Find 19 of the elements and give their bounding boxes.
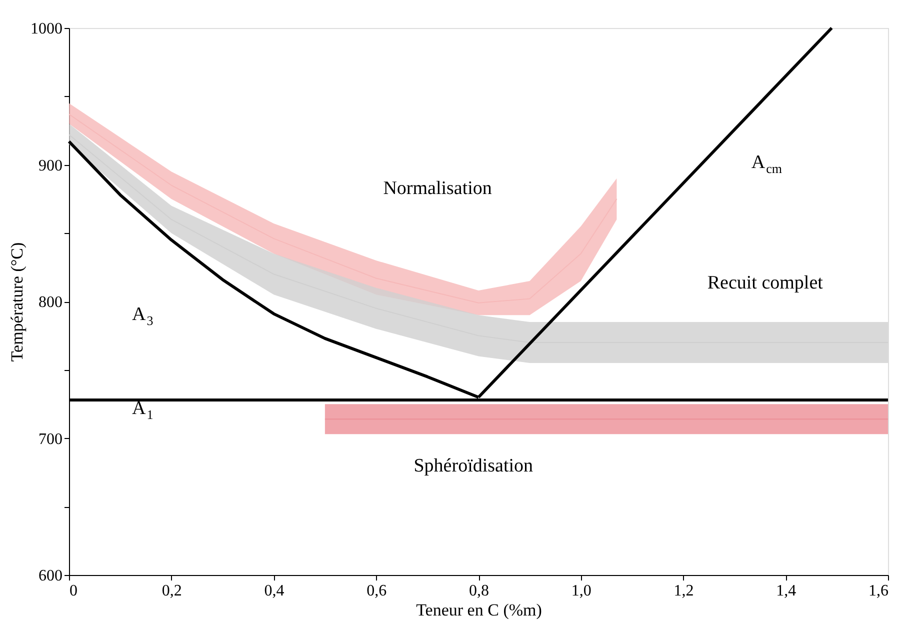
x-tick-label: 1,0 xyxy=(571,582,592,600)
y-tick-label: 800 xyxy=(38,294,62,311)
x-tick-label: 0,6 xyxy=(366,582,387,600)
x-tick-label: 1,6 xyxy=(868,582,888,600)
y-tick-label: 1000 xyxy=(30,20,62,38)
x-tick-label: 1,4 xyxy=(776,582,796,600)
x-tick-label: 0,4 xyxy=(264,582,284,600)
annotation: Sphéroïdisation xyxy=(414,456,534,477)
x-axis-title: Teneur en C (%m) xyxy=(416,600,542,620)
y-tick-label: 700 xyxy=(38,430,62,448)
x-tick-label: 1,2 xyxy=(674,582,694,600)
x-tick-label: 0,2 xyxy=(162,582,182,600)
annotation: Normalisation xyxy=(383,178,492,199)
y-axis-title: Température (°C) xyxy=(8,242,26,362)
y-tick-label: 900 xyxy=(38,157,62,174)
x-tick-label: 0 xyxy=(70,582,78,600)
annotation: Recuit complet xyxy=(707,272,824,294)
x-tick-label: 0,8 xyxy=(469,582,489,600)
y-tick-label: 600 xyxy=(38,568,62,584)
